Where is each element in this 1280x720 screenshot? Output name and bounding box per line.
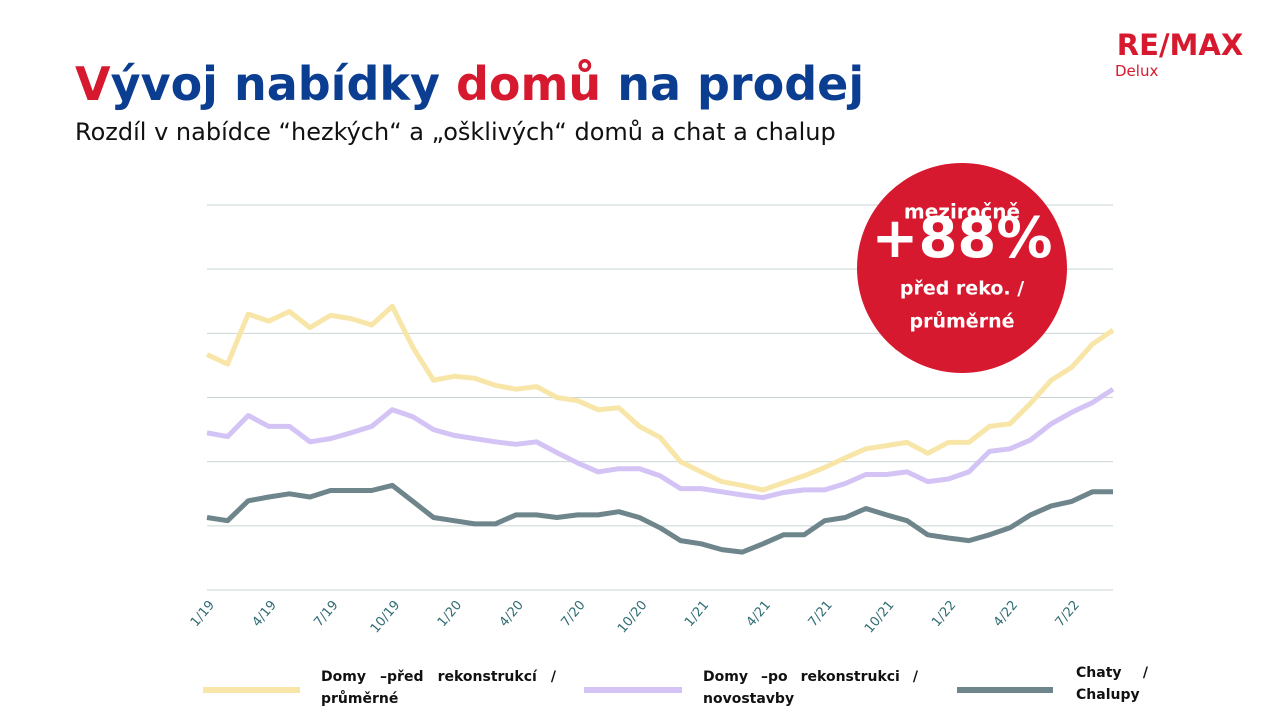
title-part: domů	[456, 57, 601, 111]
legend-label: Domy –před rekonstrukcí / průměrné	[321, 669, 556, 707]
title-part: V	[75, 57, 111, 111]
annotation-text: meziročně	[904, 200, 1020, 224]
x-tick-label: 4/22	[991, 598, 1021, 630]
x-tick-label: 1/20	[435, 598, 465, 630]
x-tick-label: 10/19	[368, 598, 404, 636]
x-tick-label: 1/21	[682, 598, 712, 630]
legend-label: Chaty / Chalupy	[1076, 665, 1148, 703]
x-tick-label: 7/19	[311, 598, 341, 630]
x-tick-label: 4/19	[250, 598, 280, 630]
chart-subtitle: Rozdíl v nabídce “hezkých“ a „ošklivých“…	[75, 118, 836, 146]
x-tick-label: 4/20	[497, 598, 527, 630]
annotation-text: před reko. /	[900, 278, 1024, 300]
x-tick-label: 10/20	[615, 598, 651, 636]
x-tick-label: 1/19	[188, 598, 218, 630]
x-tick-label: 10/21	[862, 598, 898, 636]
series-line	[206, 482, 1113, 555]
logo-office: Delux	[1115, 62, 1158, 80]
x-tick-label: 7/21	[806, 598, 836, 630]
chart-title: Vývoj nabídky domů na prodej	[75, 57, 864, 111]
annotation-text: +88%	[872, 206, 1053, 271]
legend-label: Domy –po rekonstrukci / novostavby	[703, 669, 918, 707]
title-part: na prodej	[601, 57, 864, 111]
x-tick-label: 4/21	[744, 598, 774, 630]
title-part: ývoj nabídky	[111, 57, 456, 111]
x-tick-label: 7/22	[1053, 598, 1083, 630]
series-line	[206, 387, 1115, 501]
logo-brand: RE/MAX	[1117, 28, 1243, 62]
annotation-badge	[857, 163, 1067, 373]
annotation-text: průměrné	[910, 310, 1015, 333]
x-tick-label: 1/22	[929, 598, 959, 630]
x-tick-label: 7/20	[558, 598, 588, 630]
series-line	[205, 303, 1115, 493]
